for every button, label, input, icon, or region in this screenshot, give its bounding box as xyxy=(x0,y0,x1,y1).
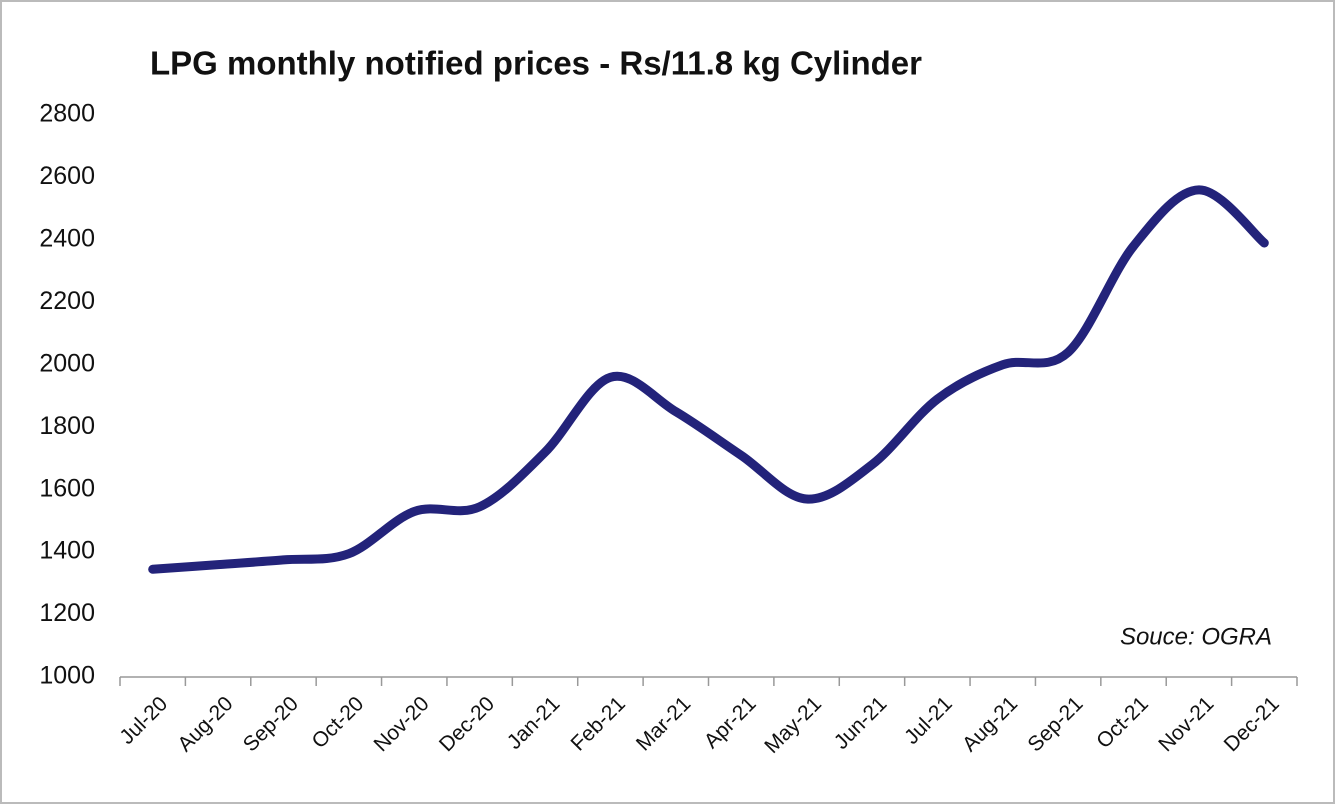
y-tick-label: 2200 xyxy=(39,287,95,315)
chart-title: LPG monthly notified prices - Rs/11.8 kg… xyxy=(150,45,922,82)
y-tick-label: 1600 xyxy=(39,474,95,502)
annotation: Souce: OGRA xyxy=(1120,623,1272,650)
y-tick-label: 2400 xyxy=(39,224,95,252)
y-tick-label: 1800 xyxy=(39,412,95,440)
y-tick-label: 1000 xyxy=(39,662,95,690)
y-tick-label: 1200 xyxy=(39,599,95,627)
y-tick-label: 2800 xyxy=(39,100,95,128)
y-tick-label: 1400 xyxy=(39,537,95,565)
y-tick-label: 2000 xyxy=(39,349,95,377)
y-tick-label: 2600 xyxy=(39,162,95,190)
line-series xyxy=(148,185,1269,574)
